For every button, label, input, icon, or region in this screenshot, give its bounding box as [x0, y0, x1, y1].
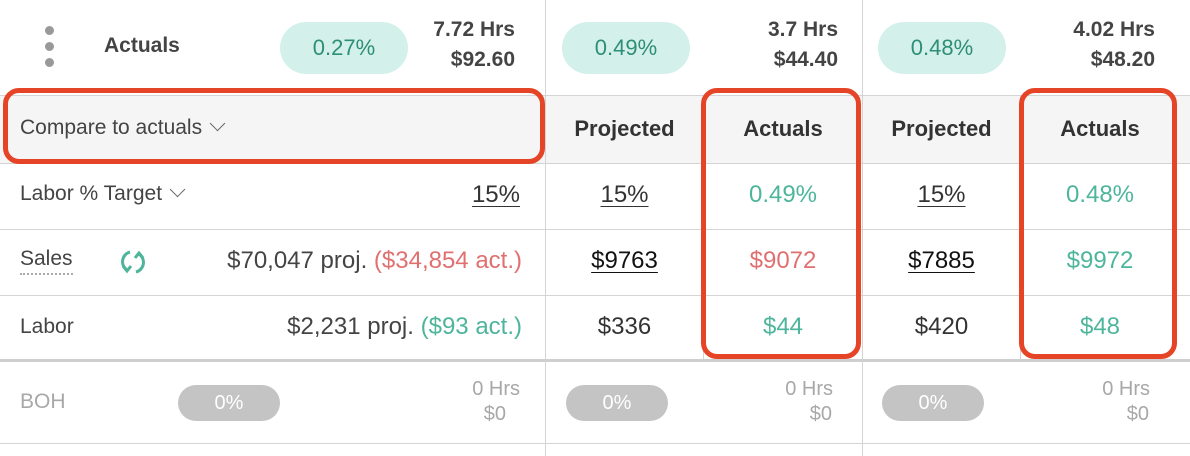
sales-act-value: ($34,854 act.) [373, 247, 522, 274]
day-a-hours: 3.7 Hrs [767, 18, 838, 41]
more-options-icon[interactable] [45, 26, 55, 70]
actuals-row-label: Actuals [104, 34, 180, 57]
sales-summary: $70,047 proj. ($34,854 act.) [160, 247, 522, 275]
boh-summary-amount: $0 [483, 403, 506, 425]
summary-hours: 7.72 Hrs [433, 18, 515, 41]
row-divider [0, 295, 1190, 296]
compare-dropdown-label: Compare to actuals [20, 116, 203, 139]
boh-day-b-hours: 0 Hrs [1102, 378, 1150, 400]
day-b-labor-projected: $420 [914, 313, 969, 340]
day-b-labor-target-actual: 0.48% [1065, 181, 1135, 208]
boh-summary-pct-pill: 0% [178, 385, 280, 421]
day-a-sales-actual: $9072 [749, 247, 817, 274]
day-a-labor-projected: $336 [597, 313, 652, 340]
sales-proj-value: $70,047 proj. [227, 247, 368, 274]
day-a-labor-actual: $44 [762, 313, 804, 340]
day-b-projected-header: Projected [891, 116, 992, 141]
day-b-actuals-highlight-outline [1019, 88, 1177, 359]
day-a-labor-target-actual: 0.49% [748, 181, 818, 208]
day-b-sales-actual: $9972 [1066, 247, 1134, 274]
row-divider [0, 229, 1190, 230]
day-b-labor-target-projected[interactable]: 15% [917, 181, 966, 208]
row-divider [0, 443, 1190, 444]
summary-labor-pct-pill: 0.27% [280, 22, 408, 74]
boh-summary-hours: 0 Hrs [472, 378, 520, 400]
day-a-actuals-header: Actuals [743, 116, 823, 141]
day-b-hours: 4.02 Hrs [1073, 18, 1155, 41]
boh-day-a-pct-pill: 0% [566, 385, 668, 421]
labor-act-value: ($93 act.) [420, 313, 522, 340]
column-header-band [0, 95, 1190, 163]
boh-day-a-amount: $0 [809, 403, 832, 425]
labor-target-dropdown[interactable]: Labor % Target [20, 181, 186, 206]
day-a-projected-header: Projected [574, 116, 675, 141]
sales-label[interactable]: Sales [20, 247, 73, 275]
boh-day-b-amount: $0 [1126, 403, 1149, 425]
boh-label: BOH [20, 390, 66, 413]
day-b-labor-pct-pill: 0.48% [878, 22, 1006, 74]
day-a-amount: $44.40 [773, 48, 838, 71]
day-a-labor-target-projected[interactable]: 15% [600, 181, 649, 208]
labor-target-label: Labor % Target [20, 182, 163, 205]
labor-label: Labor [20, 315, 74, 338]
labor-proj-value: $2,231 proj. [287, 313, 414, 340]
summary-labor-target-value[interactable]: 15% [471, 181, 520, 208]
col-divider [545, 0, 546, 456]
compare-dropdown[interactable]: Compare to actuals [20, 115, 226, 140]
chevron-down-icon [169, 181, 186, 198]
day-a-actuals-highlight-outline [701, 88, 861, 359]
row-divider [0, 95, 1190, 96]
compare-highlight-outline [3, 88, 545, 164]
refresh-icon[interactable] [118, 248, 148, 276]
day-a-sales-projected[interactable]: $9763 [591, 247, 658, 274]
day-a-labor-pct-pill: 0.49% [562, 22, 690, 74]
day-b-actuals-header: Actuals [1060, 116, 1140, 141]
boh-day-a-hours: 0 Hrs [785, 378, 833, 400]
row-divider [0, 163, 1190, 164]
summary-amount: $92.60 [450, 48, 515, 71]
day-b-sales-projected[interactable]: $7885 [908, 247, 975, 274]
col-divider [862, 0, 863, 456]
labor-summary: $2,231 proj. ($93 act.) [200, 313, 522, 341]
day-b-amount: $48.20 [1090, 48, 1155, 71]
day-b-labor-actual: $48 [1079, 313, 1121, 340]
boh-day-b-pct-pill: 0% [882, 385, 984, 421]
section-divider [0, 359, 1190, 362]
